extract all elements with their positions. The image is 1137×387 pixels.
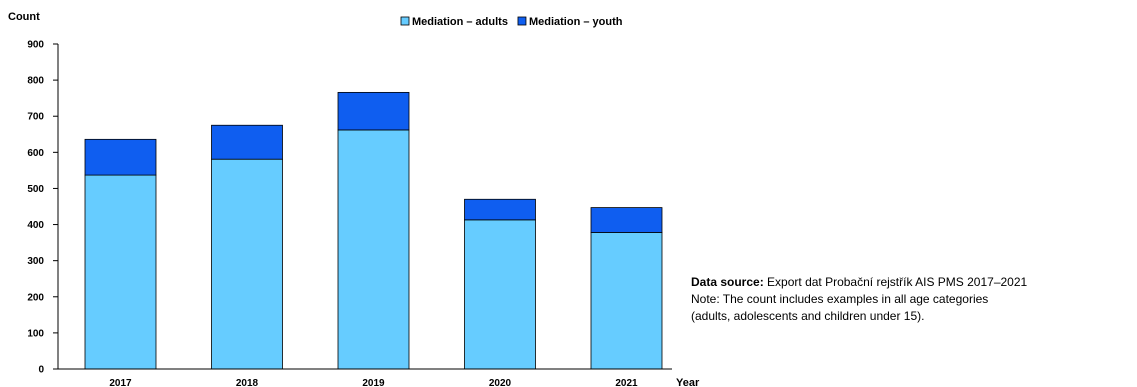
y-axis-title: Count — [8, 11, 40, 23]
y-tick-label: 200 — [27, 292, 44, 303]
bar-segment — [590, 207, 663, 233]
data-source-line: Data source: Export dat Probační rejstří… — [691, 274, 1131, 291]
x-tick-label: 2017 — [109, 378, 132, 387]
x-tick-label: 2021 — [615, 378, 638, 387]
note-line-2: (adults, adolescents and children under … — [691, 309, 925, 323]
x-tick-label: 2020 — [489, 378, 512, 387]
bar-segment — [211, 158, 283, 370]
y-axis: 0 100 200 300 400 500 600 700 800 900 Count — [8, 11, 59, 376]
x-axis-title: Year — [676, 377, 700, 387]
data-source-text: Export dat Probační rejstřík AIS PMS 201… — [767, 275, 1028, 289]
bar-segment — [84, 174, 157, 370]
y-tick-label: 400 — [27, 220, 44, 231]
bar-segment — [337, 129, 410, 370]
y-tick-label: 900 — [27, 40, 44, 51]
bar-segment — [590, 232, 663, 370]
note-line-1: Note: The count includes examples in all… — [691, 292, 989, 306]
bar-segment — [464, 219, 536, 370]
y-tick-label: 500 — [27, 184, 44, 195]
y-tick-label: 800 — [27, 76, 44, 87]
legend: Mediation – adults Mediation – youth — [400, 16, 623, 28]
bar-segment — [211, 124, 283, 160]
legend-swatch — [400, 16, 410, 26]
x-tick-label: 2018 — [236, 378, 259, 387]
bar-segment — [84, 138, 157, 176]
data-source-label: Data source: — [691, 275, 764, 289]
data-source-note: Data source: Export dat Probační rejstří… — [691, 274, 1131, 325]
y-tick-label: 100 — [27, 328, 44, 339]
y-tick-label: 700 — [27, 112, 44, 123]
legend-label: Mediation – adults — [412, 16, 508, 28]
bar-segment — [464, 198, 536, 221]
x-tick-label: 2019 — [362, 378, 385, 387]
y-tick-label: 600 — [27, 148, 44, 159]
bars — [84, 91, 663, 370]
y-tick-label: 300 — [27, 256, 44, 267]
y-tick-label: 0 — [38, 365, 44, 376]
bar-segment — [337, 91, 410, 131]
legend-swatch — [517, 16, 527, 26]
x-axis: 2017 2018 2019 2020 2021 Year — [58, 368, 700, 387]
legend-label: Mediation – youth — [529, 16, 623, 28]
